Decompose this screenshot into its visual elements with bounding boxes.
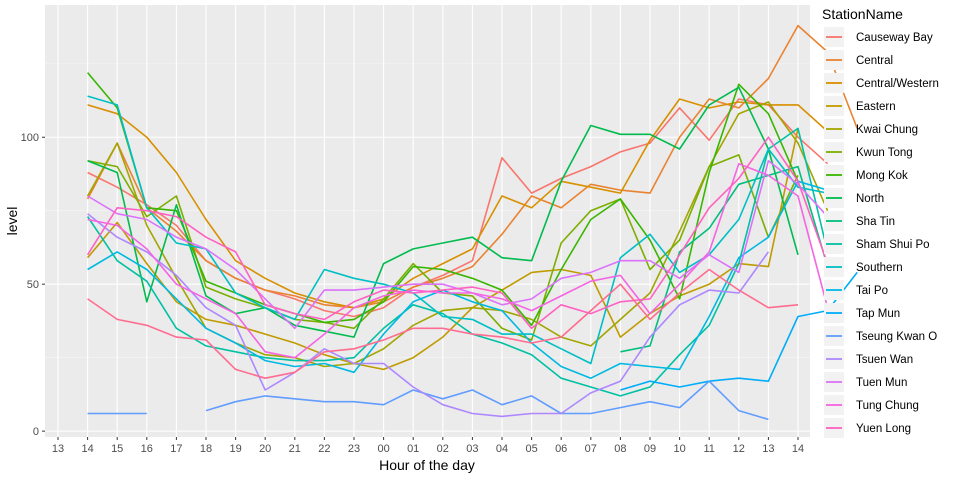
x-tick-label: 17 xyxy=(170,443,182,455)
legend-label: Tuen Mun xyxy=(856,377,907,389)
series-line xyxy=(87,98,829,309)
legend-label: Tung Chung xyxy=(856,400,919,412)
x-tick-label: 23 xyxy=(348,443,360,455)
x-tick-label: 14 xyxy=(792,443,804,455)
legend-label: Yuen Long xyxy=(856,423,911,435)
series-line xyxy=(87,268,799,379)
x-tick-label: 03 xyxy=(466,443,478,455)
legend: Causeway Bay Central Central/Western Easter… xyxy=(824,27,939,438)
x-tick-label: 15 xyxy=(111,443,123,455)
y-tick-label: 100 xyxy=(21,132,39,144)
x-tick-label: 06 xyxy=(555,443,567,455)
legend-label: North xyxy=(856,193,884,205)
x-tick-label: 01 xyxy=(407,443,419,455)
legend-label: Sham Shui Po xyxy=(856,239,930,251)
x-tick-label: 21 xyxy=(289,443,301,455)
x-tick-label: 02 xyxy=(437,443,449,455)
x-tick-label: 13 xyxy=(762,443,774,455)
x-tick-label: 20 xyxy=(259,443,271,455)
x-tick-label: 00 xyxy=(377,443,389,455)
series-layer xyxy=(86,24,858,421)
y-tick-label: 50 xyxy=(27,279,39,291)
legend-label: Tseung Kwan O xyxy=(856,331,937,343)
legend-title: StationName xyxy=(822,6,903,22)
series-line xyxy=(87,180,828,379)
series-line xyxy=(87,380,769,421)
legend-label: Kwai Chung xyxy=(856,124,918,136)
series-line xyxy=(620,271,858,391)
legend-label: Eastern xyxy=(856,101,896,113)
series-line xyxy=(86,24,858,309)
x-tick-label: 18 xyxy=(200,443,212,455)
legend-label: Tai Po xyxy=(856,285,888,297)
y-axis: 0 50 100 xyxy=(21,132,45,438)
x-tick-label: 16 xyxy=(141,443,153,455)
legend-label: Tap Mun xyxy=(856,308,900,320)
x-tick-label: 12 xyxy=(733,443,745,455)
x-axis: 13 14 15 16 17 18 19 20 21 22 23 00 01 02 03 04 05 06 07 08… xyxy=(52,437,804,455)
legend-label: Central/Western xyxy=(856,78,939,90)
x-tick-label: 14 xyxy=(81,443,93,455)
legend-label: Southern xyxy=(856,262,903,274)
series-line xyxy=(86,136,829,330)
legend-label: Central xyxy=(856,55,893,67)
x-tick-label: 10 xyxy=(673,443,685,455)
x-axis-title: Hour of the day xyxy=(379,457,475,473)
x-tick-label: 08 xyxy=(614,443,626,455)
legend-label: Kwun Tong xyxy=(856,147,913,159)
x-tick-label: 22 xyxy=(318,443,330,455)
x-tick-label: 09 xyxy=(644,443,656,455)
panel-background xyxy=(45,5,810,437)
series-line xyxy=(86,72,799,327)
x-tick-label: 04 xyxy=(496,443,508,455)
series-line xyxy=(87,86,799,338)
x-tick-label: 19 xyxy=(229,443,241,455)
legend-label: Causeway Bay xyxy=(856,32,933,44)
x-tick-label: 11 xyxy=(703,443,714,455)
y-tick-label: 0 xyxy=(33,426,39,438)
legend-label: Sha Tin xyxy=(856,216,895,228)
series-line xyxy=(87,213,770,418)
legend-label: Tsuen Wan xyxy=(856,354,913,366)
series-line xyxy=(87,162,829,359)
x-tick-label: 13 xyxy=(52,443,64,455)
y-axis-title: level xyxy=(4,207,20,236)
x-tick-label: 05 xyxy=(525,443,537,455)
x-tick-label: 07 xyxy=(585,443,597,455)
legend-label: Mong Kok xyxy=(856,170,908,182)
series-line xyxy=(86,127,829,397)
